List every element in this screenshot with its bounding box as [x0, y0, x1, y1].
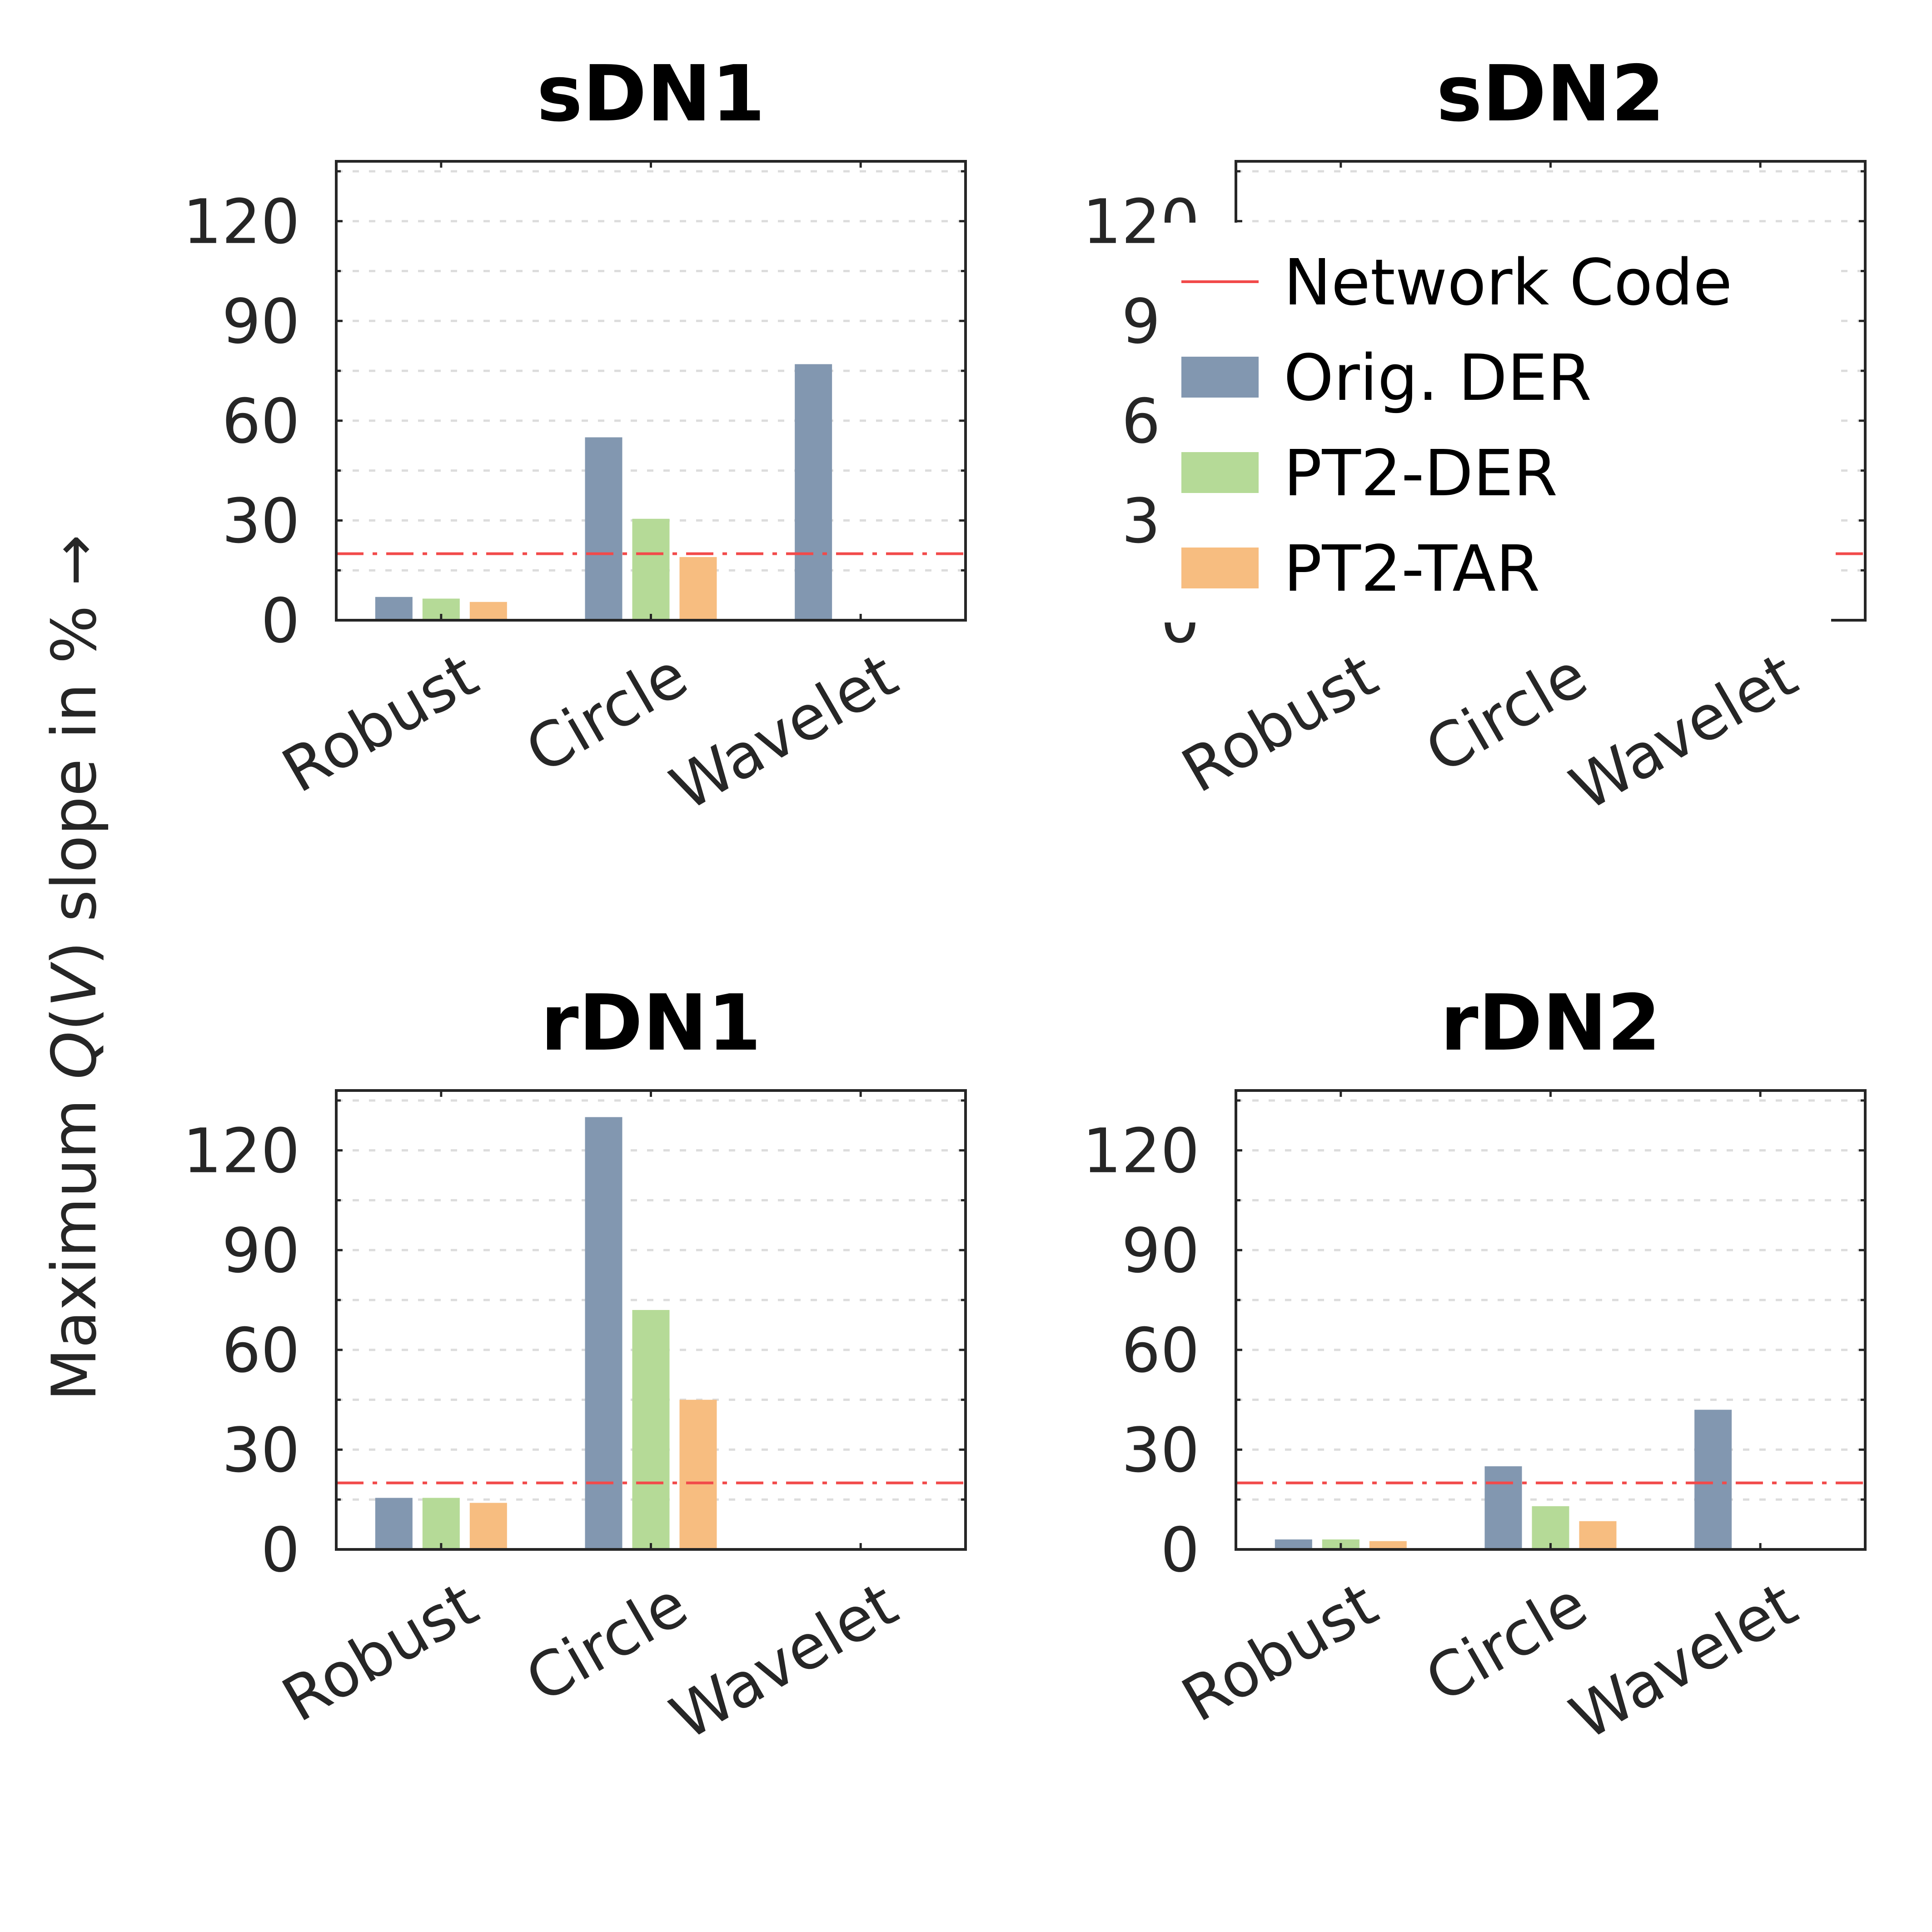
legend-background: [1163, 223, 1831, 622]
bar-orig-der: [375, 597, 413, 620]
y-tick-label: 30: [1121, 1414, 1200, 1486]
x-tick-label: Robust: [1170, 639, 1389, 807]
legend: Network Code Orig. DER PT2-DER PT2-TAR: [1163, 223, 1831, 622]
bar-orig-der: [795, 364, 832, 620]
x-tick-label: Wavelet: [659, 1569, 909, 1754]
panel-frame: [335, 1089, 967, 1551]
y-axis-label-v: V: [39, 961, 110, 1007]
bar-pt2-tar: [469, 1503, 507, 1549]
y-tick-label: 0: [1160, 1514, 1200, 1586]
y-axis-label-suffix: ) slope in % →: [39, 534, 110, 965]
y-tick-label: 0: [261, 1514, 300, 1586]
x-tick-label: Robust: [1170, 1569, 1389, 1736]
y-tick-label: 90: [222, 1215, 300, 1286]
y-tick-label: 60: [1121, 1315, 1200, 1386]
panel-frame: [1235, 1089, 1867, 1551]
bar-pt2-der: [422, 1498, 460, 1549]
legend-label: Network Code: [1284, 246, 1732, 320]
bar-orig-der: [1275, 1539, 1312, 1549]
y-tick-label: 90: [1121, 1215, 1200, 1286]
panel-title: rDN1: [541, 978, 762, 1068]
x-tick-label: Robust: [271, 639, 489, 807]
legend-swatch: [1181, 548, 1259, 588]
bar-pt2-der: [632, 1310, 670, 1549]
legend-label: PT2-DER: [1284, 437, 1558, 511]
y-tick-label: 60: [222, 386, 300, 457]
legend-label: Orig. DER: [1284, 341, 1592, 415]
bar-orig-der: [375, 1498, 413, 1549]
x-tick-label: Wavelet: [1559, 639, 1809, 825]
y-tick-label: 60: [222, 1315, 300, 1386]
bar-pt2-tar: [469, 602, 507, 620]
y-tick-label: 120: [183, 186, 300, 258]
y-tick-label: 30: [222, 485, 300, 557]
bar-pt2-tar: [679, 1399, 717, 1549]
legend-swatch: [1181, 357, 1259, 398]
bar-orig-der: [585, 437, 622, 620]
y-tick-label: 90: [222, 286, 300, 357]
bar-orig-der: [1484, 1466, 1522, 1549]
legend-label: PT2-TAR: [1284, 532, 1540, 606]
bar-pt2-der: [632, 518, 670, 620]
panel-title: sDN2: [1436, 49, 1665, 139]
bar-pt2-tar: [1369, 1541, 1407, 1549]
bar-pt2-der: [1532, 1506, 1569, 1549]
x-tick-label: Wavelet: [1559, 1569, 1809, 1754]
legend-swatch: [1181, 452, 1259, 493]
panel-title: rDN2: [1440, 978, 1661, 1068]
y-tick-label: 120: [1082, 1115, 1200, 1187]
panel-frame: [335, 160, 967, 622]
y-axis-label-paren: (: [39, 1007, 110, 1031]
y-tick-label: 120: [183, 1115, 300, 1187]
bar-orig-der: [585, 1117, 622, 1549]
y-axis-label-prefix: Maximum: [39, 1080, 110, 1401]
x-tick-label: Robust: [271, 1569, 489, 1736]
y-axis-label: Maximum Q(V) slope in % →: [39, 534, 110, 1401]
x-tick-label: Wavelet: [659, 639, 909, 825]
panel-title: sDN1: [537, 49, 765, 139]
y-tick-label: 0: [261, 585, 300, 657]
y-tick-label: 30: [222, 1414, 300, 1486]
y-axis-label-q: Q: [39, 1031, 110, 1079]
bar-orig-der: [1694, 1409, 1732, 1549]
bar-pt2-tar: [679, 557, 717, 620]
bar-pt2-tar: [1579, 1521, 1617, 1549]
